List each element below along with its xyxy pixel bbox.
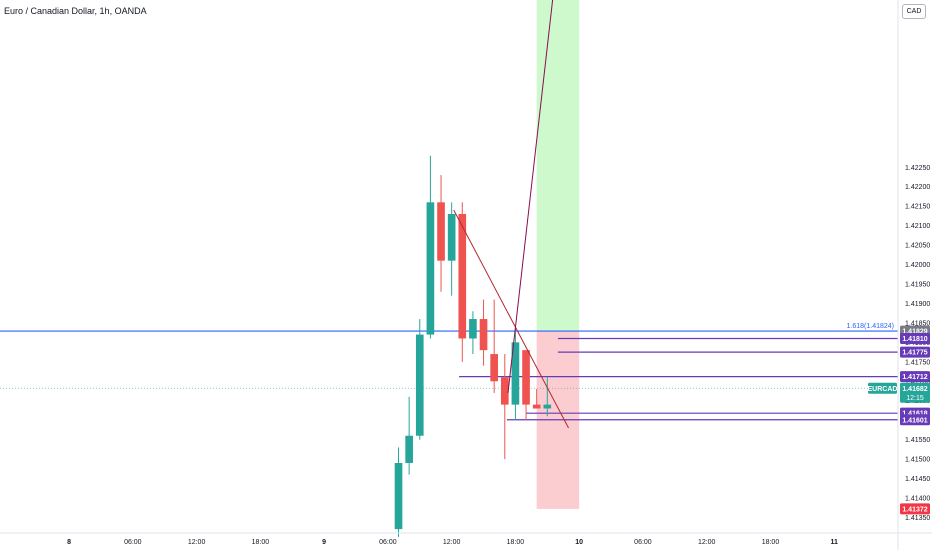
y-tick-label: 1.41450 bbox=[905, 476, 930, 483]
trend-line bbox=[507, 0, 554, 393]
price-tag-1.41618: 1.41618 bbox=[902, 411, 927, 418]
candle-body bbox=[394, 462, 403, 530]
price-tag-1.41810: 1.41810 bbox=[902, 336, 927, 343]
y-tick-label: 1.42000 bbox=[905, 262, 930, 269]
x-tick-label: 10 bbox=[575, 539, 583, 546]
candle-body bbox=[500, 377, 509, 405]
candle-body bbox=[437, 202, 445, 261]
y-tick-label: 1.41350 bbox=[905, 515, 930, 522]
stop-price-tag-bg bbox=[900, 503, 930, 515]
candle-body bbox=[447, 213, 456, 261]
y-tick-label: 1.41750 bbox=[905, 359, 930, 366]
current-price-tag-bg bbox=[900, 382, 930, 403]
trend-line bbox=[453, 209, 569, 429]
candle-body bbox=[511, 342, 520, 405]
symbol-tag: EURCAD bbox=[868, 386, 898, 393]
x-tick-label: 12:00 bbox=[443, 539, 461, 546]
price-tag-1.41712-bg bbox=[900, 371, 930, 383]
y-tick-label: 1.42150 bbox=[905, 204, 930, 211]
currency-button[interactable]: CAD bbox=[902, 4, 926, 19]
x-tick-label: 06:00 bbox=[379, 539, 397, 546]
y-tick-label: 1.41850 bbox=[905, 320, 930, 327]
candle-body bbox=[479, 319, 488, 351]
x-tick-label: 12:00 bbox=[188, 539, 206, 546]
symbol-tag-bg bbox=[868, 382, 897, 394]
candle-body bbox=[543, 404, 552, 409]
price-tag-1.41601-bg bbox=[900, 414, 930, 426]
price-tag-1.41601: 1.41601 bbox=[902, 417, 927, 424]
price-tags: 1.418291.418101.417751.417121.416181.416… bbox=[868, 325, 930, 515]
x-tick-label: 18:00 bbox=[507, 539, 525, 546]
y-tick-label: 1.41550 bbox=[905, 437, 930, 444]
fib-level-label: 1.618(1.41824) bbox=[847, 323, 894, 330]
candle-body bbox=[522, 350, 530, 405]
candle-body bbox=[490, 354, 498, 382]
y-tick-label: 1.42100 bbox=[905, 223, 930, 230]
candles bbox=[394, 155, 552, 537]
countdown-tag: 12:15 bbox=[906, 395, 924, 402]
stop-price-tag: 1.41372 bbox=[902, 506, 927, 513]
x-tick-label: 18:00 bbox=[762, 539, 780, 546]
price-tag-1.41810-bg bbox=[900, 332, 930, 344]
chart-title: Euro / Canadian Dollar, 1h, OANDA bbox=[4, 6, 147, 16]
trend-lines[interactable] bbox=[453, 0, 569, 429]
candle-body bbox=[458, 213, 467, 339]
price-tag-1.41712: 1.41712 bbox=[902, 374, 927, 381]
price-tag-1.41775: 1.41775 bbox=[902, 350, 927, 357]
current-price-tag: 1.41682 bbox=[902, 386, 927, 393]
y-tick-label: 1.42250 bbox=[905, 165, 930, 172]
x-tick-label: 06:00 bbox=[634, 539, 652, 546]
price-tag-1.41829: 1.41829 bbox=[902, 329, 927, 336]
x-tick-label: 9 bbox=[322, 539, 326, 546]
candle-body bbox=[405, 435, 413, 463]
x-tick-label: 12:00 bbox=[698, 539, 716, 546]
horizontal-lines[interactable]: 1.618(1.41824) bbox=[0, 323, 898, 421]
price-tag-1.41775-bg bbox=[900, 346, 930, 358]
x-tick-label: 06:00 bbox=[124, 539, 142, 546]
y-tick-label: 1.41700 bbox=[905, 379, 930, 386]
y-tick-label: 1.41400 bbox=[905, 495, 930, 502]
position-profit-zone bbox=[536, 0, 580, 332]
candle-body bbox=[469, 319, 477, 339]
candle-body bbox=[426, 202, 435, 335]
y-tick-label: 1.41500 bbox=[905, 457, 930, 464]
y-tick-label: 1.42200 bbox=[905, 184, 930, 191]
y-tick-label: 1.41950 bbox=[905, 282, 930, 289]
x-tick-label: 11 bbox=[831, 539, 839, 546]
position-tool[interactable] bbox=[536, 0, 580, 509]
x-tick-label: 18:00 bbox=[252, 539, 270, 546]
candle-body bbox=[532, 404, 541, 409]
y-tick-label: 1.41900 bbox=[905, 301, 930, 308]
candle-body bbox=[415, 334, 424, 436]
y-tick-label: 1.42050 bbox=[905, 243, 930, 250]
x-tick-label: 8 bbox=[67, 539, 71, 546]
